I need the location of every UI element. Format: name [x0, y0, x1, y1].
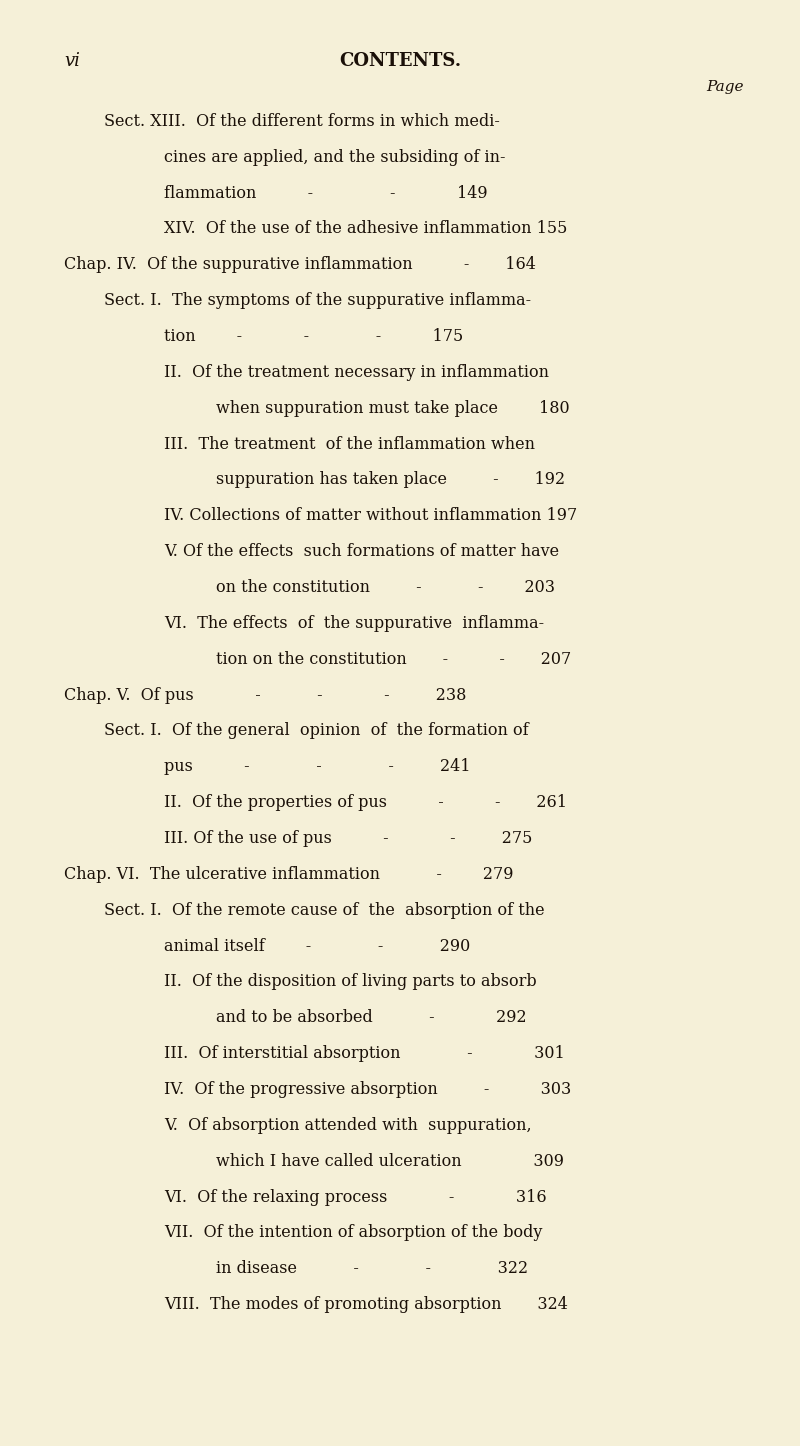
- Text: Sect. XIII.  Of the different forms in which medi-: Sect. XIII. Of the different forms in wh…: [104, 113, 500, 130]
- Text: IV. Collections of matter without inflammation 197: IV. Collections of matter without inflam…: [164, 508, 578, 525]
- Text: in disease           -             -             322: in disease - - 322: [216, 1261, 528, 1277]
- Text: Sect. I.  Of the general  opinion  of  the formation of: Sect. I. Of the general opinion of the f…: [104, 723, 529, 739]
- Text: V. Of the effects  such formations of matter have: V. Of the effects such formations of mat…: [164, 544, 559, 560]
- Text: V.  Of absorption attended with  suppuration,: V. Of absorption attended with suppurati…: [164, 1116, 532, 1134]
- Text: III.  The treatment  of the inflammation when: III. The treatment of the inflammation w…: [164, 435, 535, 453]
- Text: suppuration has taken place         -       192: suppuration has taken place - 192: [216, 471, 565, 489]
- Text: vi: vi: [64, 52, 80, 69]
- Text: IV.  Of the progressive absorption         -          303: IV. Of the progressive absorption - 303: [164, 1082, 571, 1098]
- Text: II.  Of the properties of pus          -          -       261: II. Of the properties of pus - - 261: [164, 794, 567, 811]
- Text: VIII.  The modes of promoting absorption       324: VIII. The modes of promoting absorption …: [164, 1296, 568, 1313]
- Text: III. Of the use of pus          -            -         275: III. Of the use of pus - - 275: [164, 830, 532, 847]
- Text: VI.  Of the relaxing process            -            316: VI. Of the relaxing process - 316: [164, 1189, 546, 1206]
- Text: III.  Of interstitial absorption             -            301: III. Of interstitial absorption - 301: [164, 1045, 565, 1063]
- Text: II.  Of the disposition of living parts to absorb: II. Of the disposition of living parts t…: [164, 973, 537, 991]
- Text: tion        -            -             -          175: tion - - - 175: [164, 328, 463, 346]
- Text: VI.  The effects  of  the suppurative  inflamma-: VI. The effects of the suppurative infla…: [164, 615, 544, 632]
- Text: XIV.  Of the use of the adhesive inflammation 155: XIV. Of the use of the adhesive inflamma…: [164, 220, 567, 237]
- Text: flammation          -               -            149: flammation - - 149: [164, 185, 488, 201]
- Text: Page: Page: [706, 80, 744, 94]
- Text: when suppuration must take place        180: when suppuration must take place 180: [216, 399, 570, 416]
- Text: Sect. I.  Of the remote cause of  the  absorption of the: Sect. I. Of the remote cause of the abso…: [104, 902, 545, 918]
- Text: which I have called ulceration              309: which I have called ulceration 309: [216, 1152, 564, 1170]
- Text: Chap. V.  Of pus            -           -            -         238: Chap. V. Of pus - - - 238: [64, 687, 466, 704]
- Text: pus          -             -             -         241: pus - - - 241: [164, 758, 470, 775]
- Text: cines are applied, and the subsiding of in-: cines are applied, and the subsiding of …: [164, 149, 506, 166]
- Text: animal itself        -             -           290: animal itself - - 290: [164, 937, 470, 954]
- Text: Chap. IV.  Of the suppurative inflammation          -       164: Chap. IV. Of the suppurative inflammatio…: [64, 256, 536, 273]
- Text: on the constitution         -           -        203: on the constitution - - 203: [216, 578, 555, 596]
- Text: Chap. VI.  The ulcerative inflammation           -        279: Chap. VI. The ulcerative inflammation - …: [64, 866, 514, 884]
- Text: and to be absorbed           -            292: and to be absorbed - 292: [216, 1009, 526, 1027]
- Text: tion on the constitution       -          -       207: tion on the constitution - - 207: [216, 651, 571, 668]
- Text: VII.  Of the intention of absorption of the body: VII. Of the intention of absorption of t…: [164, 1225, 542, 1242]
- Text: Sect. I.  The symptoms of the suppurative inflamma-: Sect. I. The symptoms of the suppurative…: [104, 292, 531, 309]
- Text: II.  Of the treatment necessary in inflammation: II. Of the treatment necessary in inflam…: [164, 364, 549, 380]
- Text: CONTENTS.: CONTENTS.: [339, 52, 461, 69]
